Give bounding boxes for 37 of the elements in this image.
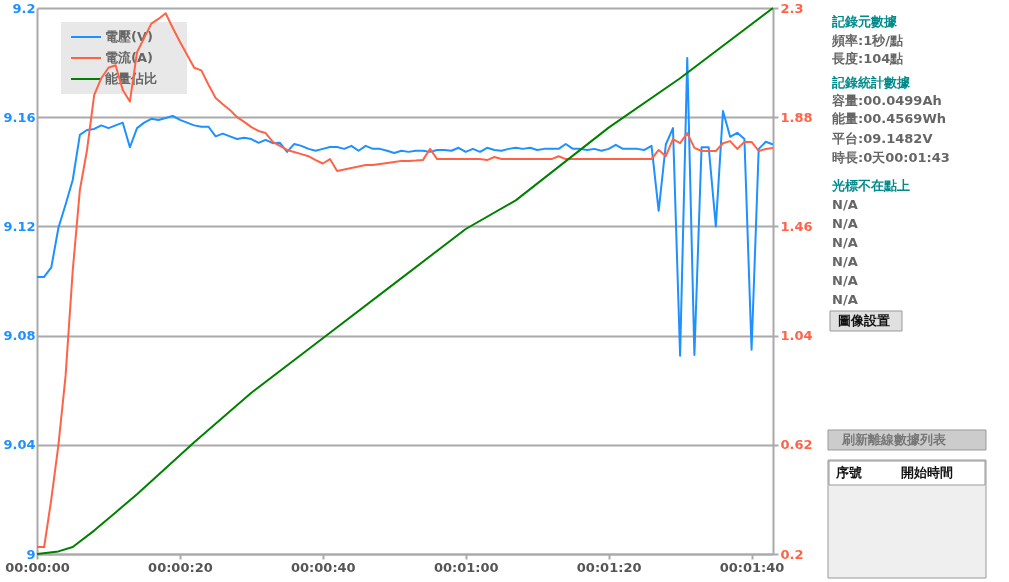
text: 序號	[835, 465, 862, 480]
text: 能量:00.4569Wh	[832, 111, 947, 126]
text: 容量:00.0499Ah	[831, 93, 942, 108]
y2-tick-label: 1.88	[780, 109, 813, 125]
text: 長度:104點	[831, 51, 904, 66]
text: 開始時間	[901, 465, 953, 480]
text: N/A	[832, 273, 858, 288]
text: 頻率:1秒/點	[831, 33, 903, 48]
x-tick-label: 00:00:40	[290, 559, 356, 575]
y2-tick-label: 0.62	[780, 437, 813, 453]
text: N/A	[832, 216, 858, 231]
text: 圖像設置	[838, 313, 890, 328]
text: 光標不在點上	[831, 178, 910, 193]
x-tick-label: 00:00:00	[5, 559, 70, 575]
x-tick-label: 00:01:00	[433, 559, 499, 575]
y-tick-label: 9.04	[3, 437, 36, 453]
text: 記錄元數據	[831, 14, 898, 29]
x-tick-label: 00:01:20	[576, 559, 642, 575]
y-tick-label: 9.08	[3, 328, 36, 344]
y-tick-label: 9	[26, 546, 36, 562]
y2-tick-label: 2.3	[780, 0, 804, 16]
y-tick-label: 9.12	[3, 218, 36, 234]
text: 時長:0天00:01:43	[832, 150, 950, 165]
text: 刷新離線數據列表	[841, 432, 947, 447]
text: 平台:09.1482V	[831, 131, 933, 146]
y-tick-label: 9.16	[3, 109, 36, 125]
x-tick-label: 00:00:20	[148, 559, 213, 575]
text: N/A	[832, 254, 858, 269]
y2-tick-label: 1.46	[780, 218, 813, 234]
y2-tick-label: 0.2	[780, 546, 804, 562]
text: N/A	[832, 235, 858, 250]
x-tick-label: 00:01:40	[719, 559, 785, 575]
text: 記錄統計數據	[831, 75, 911, 90]
text: N/A	[832, 197, 858, 212]
y2-tick-label: 1.04	[780, 328, 813, 344]
text: N/A	[832, 292, 858, 307]
y-tick-label: 9.2	[12, 0, 36, 16]
